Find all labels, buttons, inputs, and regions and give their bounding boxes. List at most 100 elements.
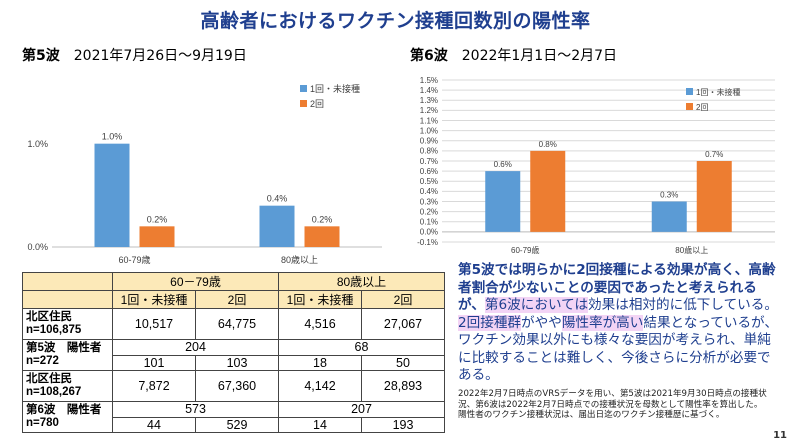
- data-label: 0.7%: [705, 150, 723, 159]
- table-sub-dose1: 1回・未接種: [112, 290, 196, 309]
- bar: [94, 143, 130, 247]
- wave5-chart: 0.0% 1.0% 1.0% 0.2% 60-79歳 0.4% 0.2% 80歳以上 1回・未接…: [22, 72, 394, 267]
- analysis-text-bold: 第5波では明らかに2回接種による効果が高く、高齢者割合が少ないことの要因であった…: [458, 262, 776, 296]
- wave6-label: 第6波: [410, 48, 448, 64]
- table-cell: 27,067: [361, 308, 445, 340]
- y-tick-label: -0.1%: [417, 238, 438, 247]
- table-sub-dose1: 1回・未接種: [278, 290, 362, 309]
- table-row: 第6波 陽性者 n=780 573 207: [22, 401, 445, 433]
- data-label: 0.2%: [312, 214, 333, 224]
- table-cell: 529: [195, 416, 279, 433]
- bar: [259, 205, 295, 247]
- table-row-label: 第5波 陽性者 n=272: [22, 339, 113, 371]
- table-age-total: 68: [278, 339, 445, 356]
- table-cell: 64,775: [195, 308, 279, 340]
- wave6-header: 第6波 2022年1月1日～2月7日: [410, 45, 617, 65]
- data-label: 0.6%: [494, 160, 512, 169]
- data-label: 0.3%: [660, 191, 678, 200]
- table-row: 第5波 陽性者 n=272 204 68: [22, 339, 445, 371]
- table-age2-header: 80歳以上: [278, 272, 445, 291]
- y-tick-label: 1.2%: [420, 106, 438, 115]
- row-label-n: n=272: [26, 355, 59, 367]
- table-cell: 4,516: [278, 308, 362, 340]
- footnote: 2022年2月7日時点のVRSデータを用い、第5波は2021年9月30日時点の接…: [458, 389, 783, 421]
- y-tick-label: 0.1%: [420, 218, 438, 227]
- row-label-name: 第6波 陽性者: [26, 404, 102, 416]
- bar: [485, 171, 521, 232]
- bar: [696, 161, 732, 232]
- analysis-text-span: 効果は相対的に低下している。: [588, 297, 778, 313]
- table-corner: [22, 272, 113, 291]
- y-tick-label: 0.3%: [420, 197, 438, 206]
- legend-label: 2回: [310, 99, 324, 109]
- row-label-n: n=780: [26, 417, 59, 429]
- table-row-label: 第6波 陽性者 n=780: [22, 401, 113, 433]
- table-cell: 14: [278, 416, 362, 433]
- row-label-name: 第5波 陽性者: [26, 342, 102, 354]
- y-tick-label: 1.0%: [27, 139, 48, 149]
- table-row: 北区住民 n=106,875 10,517 64,775 4,516 27,067: [22, 308, 445, 340]
- wave5-period: 2021年7月26日～9月19日: [73, 48, 247, 64]
- footnote-line: 陽性者のワクチン接種状況は、届出日迄のワクチン接種歴に基づく。: [458, 410, 725, 420]
- legend-label: 2回: [696, 103, 708, 112]
- table-sub-dose2: 2回: [361, 290, 445, 309]
- y-tick-label: 0.0%: [420, 228, 438, 237]
- y-tick-label: 0.9%: [420, 137, 438, 146]
- analysis-text-highlight: 第6波においては: [484, 297, 589, 313]
- table-cell: 10,517: [112, 308, 196, 340]
- x-category-label: 60-79歳: [511, 245, 539, 255]
- bar: [304, 226, 340, 247]
- row-label-name: 北区住民: [26, 311, 72, 323]
- wave5-chart-svg: 0.0% 1.0% 1.0% 0.2% 60-79歳 0.4% 0.2% 80歳以上 1回・未接…: [27, 83, 382, 265]
- bar: [530, 150, 566, 232]
- y-tick-label: 1.1%: [420, 116, 438, 125]
- y-tick-label: 0.8%: [420, 147, 438, 156]
- table-cell: 193: [361, 416, 445, 433]
- analysis-text-span: がやや: [521, 314, 562, 331]
- row-label-name: 北区住民: [26, 373, 72, 385]
- legend-swatch: [686, 103, 693, 110]
- wave5-header: 第5波 2021年7月26日～9月19日: [22, 45, 247, 65]
- legend-swatch: [300, 100, 307, 107]
- table-age-total: 207: [278, 401, 445, 418]
- analysis-text-span: 結果となっているが、ワクチン効果以外にも様々な要因が考えられ、単純に比較すること…: [458, 314, 778, 384]
- y-tick-label: 0.5%: [420, 177, 438, 186]
- y-tick-label: 1.0%: [420, 126, 438, 135]
- table-cell: 28,893: [361, 370, 445, 402]
- footnote-line: 2022年2月7日時点のVRSデータを用い、第5波は2021年9月30日時点の接…: [458, 389, 767, 410]
- wave6-chart-svg: -0.1%0.0%0.1%0.2%0.3%0.4%0.5%0.6%0.7%0.8…: [417, 76, 775, 255]
- data-label: 0.4%: [267, 194, 288, 204]
- legend-label: 1回・未接種: [696, 87, 740, 97]
- table-cell: 18: [278, 354, 362, 371]
- analysis-text-bold: が、: [458, 297, 485, 313]
- row-label-n: n=106,875: [26, 324, 82, 336]
- y-tick-label: 1.5%: [420, 76, 438, 85]
- table-age-total: 573: [112, 401, 279, 418]
- data-label: 0.8%: [539, 140, 557, 149]
- page-title: 高齢者におけるワクチン接種回数別の陽性率: [200, 10, 591, 32]
- y-tick-label: 0.2%: [420, 207, 438, 216]
- y-tick-label: 0.7%: [420, 157, 438, 166]
- data-label: 1.0%: [102, 132, 123, 142]
- table-cell: 101: [112, 354, 196, 371]
- legend-swatch: [686, 88, 693, 95]
- table-cell: 67,360: [195, 370, 279, 402]
- x-category-label: 80歳以上: [675, 245, 708, 255]
- bar: [651, 201, 687, 232]
- legend-label: 1回・未接種: [310, 83, 360, 94]
- y-tick-label: 1.4%: [420, 86, 438, 95]
- table-corner-sub: [22, 290, 113, 309]
- positivity-table: 60－79歳 80歳以上 1回・未接種 2回 1回・未接種 2回 北区住民 n=1…: [22, 272, 445, 433]
- table-cell: 7,872: [112, 370, 196, 402]
- wave6-period: 2022年1月1日～2月7日: [461, 48, 618, 64]
- bar: [139, 226, 175, 247]
- y-tick-label: 0.0%: [27, 242, 48, 252]
- table-age1-header: 60－79歳: [112, 272, 279, 291]
- table-cell: 44: [112, 416, 196, 433]
- legend-swatch: [300, 85, 307, 92]
- page-number: 11: [773, 430, 787, 441]
- wave6-chart: -0.1% 0.0% 0.1% 0.2% 0.3% 0.4% 0.5% 0.6% 0.7% 0.8…: [410, 72, 782, 257]
- table-row: 北区住民 n=108,267 7,872 67,360 4,142 28,893: [22, 370, 445, 402]
- data-label: 0.2%: [147, 214, 168, 224]
- table-subheader-row: 1回・未接種 2回 1回・未接種 2回: [22, 290, 445, 309]
